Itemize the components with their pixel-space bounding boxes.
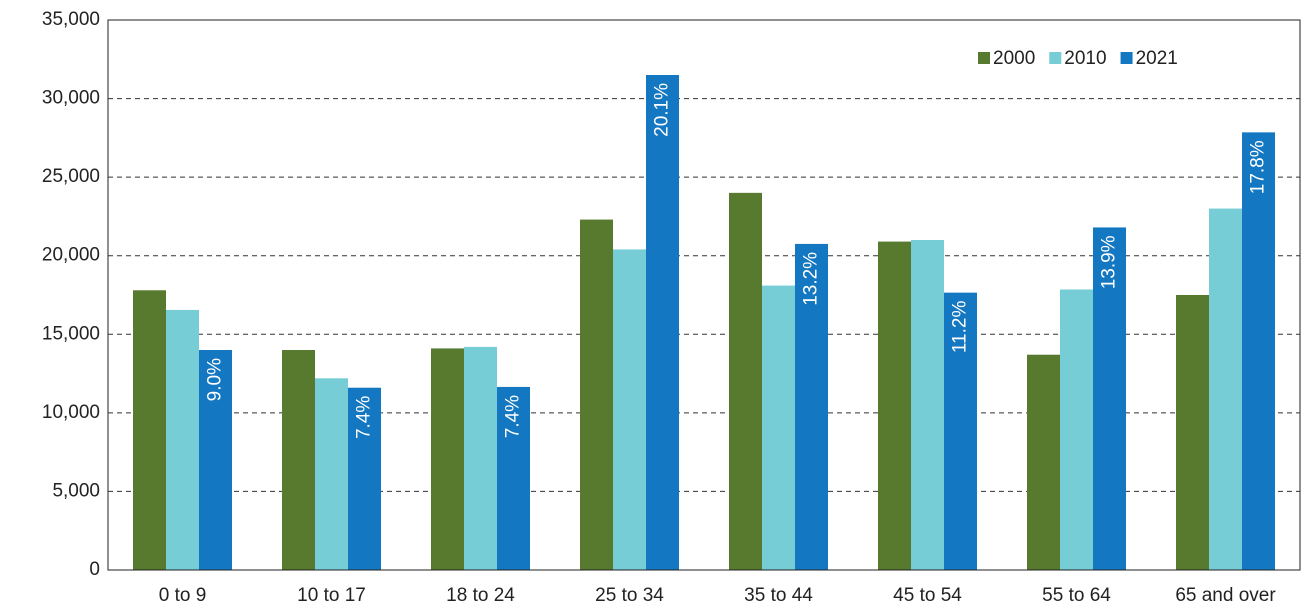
- legend-label: 2010: [1064, 48, 1106, 69]
- x-tick-label: 45 to 54: [893, 585, 962, 606]
- legend-swatch: [978, 52, 990, 64]
- x-tick-label: 25 to 34: [595, 585, 664, 606]
- bar: [282, 350, 315, 570]
- bar: [464, 346, 497, 570]
- legend-label: 2000: [993, 48, 1035, 69]
- bar: [1060, 289, 1093, 570]
- bar: [878, 241, 911, 571]
- y-tick-label: 35,000: [42, 9, 100, 30]
- bar: [944, 292, 977, 570]
- bar: [348, 387, 381, 570]
- bar-annotation: 20.1%: [652, 83, 673, 137]
- bar-annotation: 13.2%: [801, 252, 822, 306]
- bar: [1176, 295, 1209, 570]
- bar: [199, 350, 232, 570]
- bar: [1242, 132, 1275, 570]
- x-tick-label: 0 to 9: [159, 585, 207, 606]
- bar: [497, 386, 530, 570]
- bar: [729, 192, 762, 570]
- bar: [613, 249, 646, 570]
- y-tick-label: 30,000: [42, 88, 100, 109]
- bar: [1209, 208, 1242, 571]
- x-tick-label: 55 to 64: [1042, 585, 1111, 606]
- bar: [911, 240, 944, 570]
- bar: [795, 243, 828, 570]
- y-tick-label: 5,000: [52, 480, 100, 501]
- y-tick-label: 10,000: [42, 402, 100, 423]
- bar: [1027, 354, 1060, 570]
- bar-annotation: 7.4%: [354, 396, 375, 439]
- y-tick-label: 20,000: [42, 245, 100, 266]
- x-tick-label: 10 to 17: [297, 585, 366, 606]
- bar: [646, 75, 679, 570]
- x-tick-label: 35 to 44: [744, 585, 813, 606]
- bar: [431, 348, 464, 570]
- bar: [315, 378, 348, 570]
- legend-swatch: [1049, 52, 1062, 64]
- bar: [133, 290, 166, 570]
- y-tick-label: 0: [89, 559, 100, 580]
- legend-label: 2021: [1136, 48, 1178, 69]
- x-tick-label: 18 to 24: [446, 585, 515, 606]
- bar: [580, 219, 613, 571]
- x-tick-label: 65 and over: [1175, 585, 1276, 606]
- bar-annotation: 11.2%: [950, 301, 971, 354]
- legend-swatch: [1120, 52, 1133, 64]
- bar-annotation: 13.9%: [1099, 235, 1120, 289]
- y-tick-label: 15,000: [42, 323, 100, 344]
- bar-annotation: 17.8%: [1248, 140, 1269, 194]
- bar-annotation: 7.4%: [503, 395, 524, 438]
- plot-frame: [107, 19, 1301, 571]
- y-tick-label: 25,000: [42, 166, 100, 187]
- bar: [166, 309, 199, 570]
- bar: [762, 285, 795, 570]
- bar: [1093, 227, 1126, 570]
- bar-annotation: 9.0%: [205, 358, 226, 401]
